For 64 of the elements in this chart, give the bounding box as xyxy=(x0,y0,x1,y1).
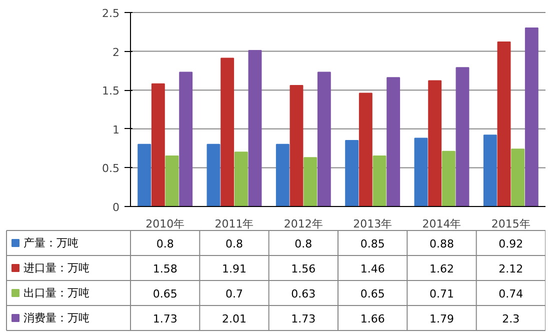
data-label: 0.74 xyxy=(498,288,524,300)
bar xyxy=(179,72,193,207)
bar xyxy=(372,156,386,207)
x-tick-label: 2015年 xyxy=(491,218,530,230)
bar xyxy=(220,58,234,207)
legend-label: 产量：万吨 xyxy=(24,236,78,250)
data-label: 0.65 xyxy=(152,288,178,300)
data-label: 0.8 xyxy=(294,238,312,250)
legend-label: 进口量：万吨 xyxy=(24,262,90,274)
data-label: 1.73 xyxy=(291,312,316,326)
data-label: 0.85 xyxy=(360,238,385,250)
bar xyxy=(483,134,497,207)
x-tick-label: 2011年 xyxy=(214,218,254,230)
bar xyxy=(165,156,179,207)
data-label: 2.12 xyxy=(498,262,524,276)
data-label: 0.65 xyxy=(360,288,385,300)
data-label: 0.8 xyxy=(156,238,174,250)
x-tick-label: 2013年 xyxy=(353,218,392,230)
bar xyxy=(345,140,359,207)
bar xyxy=(497,41,511,207)
data-label: 1.58 xyxy=(152,262,178,276)
bar xyxy=(511,148,525,207)
bar xyxy=(524,28,538,207)
bar xyxy=(138,144,152,207)
y-tick-label: 1.5 xyxy=(102,84,120,98)
legend-label: 出口量：万吨 xyxy=(24,286,90,300)
bar xyxy=(358,92,372,207)
data-label: 0.88 xyxy=(430,238,454,250)
bar xyxy=(442,150,456,207)
data-label: 0.8 xyxy=(226,238,244,250)
bar xyxy=(234,152,248,207)
data-label: 1.73 xyxy=(152,312,178,326)
bar xyxy=(304,157,318,207)
x-tick-label: 2010年 xyxy=(146,218,185,230)
y-tick-label: 0 xyxy=(112,201,120,214)
data-label: 1.46 xyxy=(360,262,385,276)
data-label: 1.62 xyxy=(430,262,454,276)
bar xyxy=(206,144,220,207)
data-label: 2.3 xyxy=(502,312,520,326)
bar xyxy=(428,80,442,207)
bar xyxy=(248,50,262,207)
legend-label: 消费量：万吨 xyxy=(24,312,90,324)
y-tick-label: 0.5 xyxy=(102,162,120,176)
y-tick-label: 2 xyxy=(112,46,120,59)
data-label: 2.01 xyxy=(222,312,247,326)
bar xyxy=(317,72,331,207)
bar xyxy=(276,144,290,207)
bar xyxy=(290,84,304,207)
data-label: 0.92 xyxy=(498,238,524,250)
bar xyxy=(414,138,428,207)
data-label: 1.56 xyxy=(291,262,316,276)
bar xyxy=(456,67,470,207)
data-label: 0.7 xyxy=(226,288,244,300)
data-label: 0.71 xyxy=(430,288,454,300)
data-label: 1.91 xyxy=(222,262,247,276)
bar xyxy=(151,83,165,207)
bar xyxy=(386,77,400,207)
y-tick-label: 2.5 xyxy=(102,7,120,20)
x-tick-label: 2014年 xyxy=(422,218,462,230)
x-tick-label: 2012年 xyxy=(284,218,323,230)
y-tick-label: 1 xyxy=(112,123,120,136)
data-label: 1.79 xyxy=(430,312,454,326)
data-label: 1.66 xyxy=(360,312,385,326)
data-label: 0.63 xyxy=(291,288,316,300)
